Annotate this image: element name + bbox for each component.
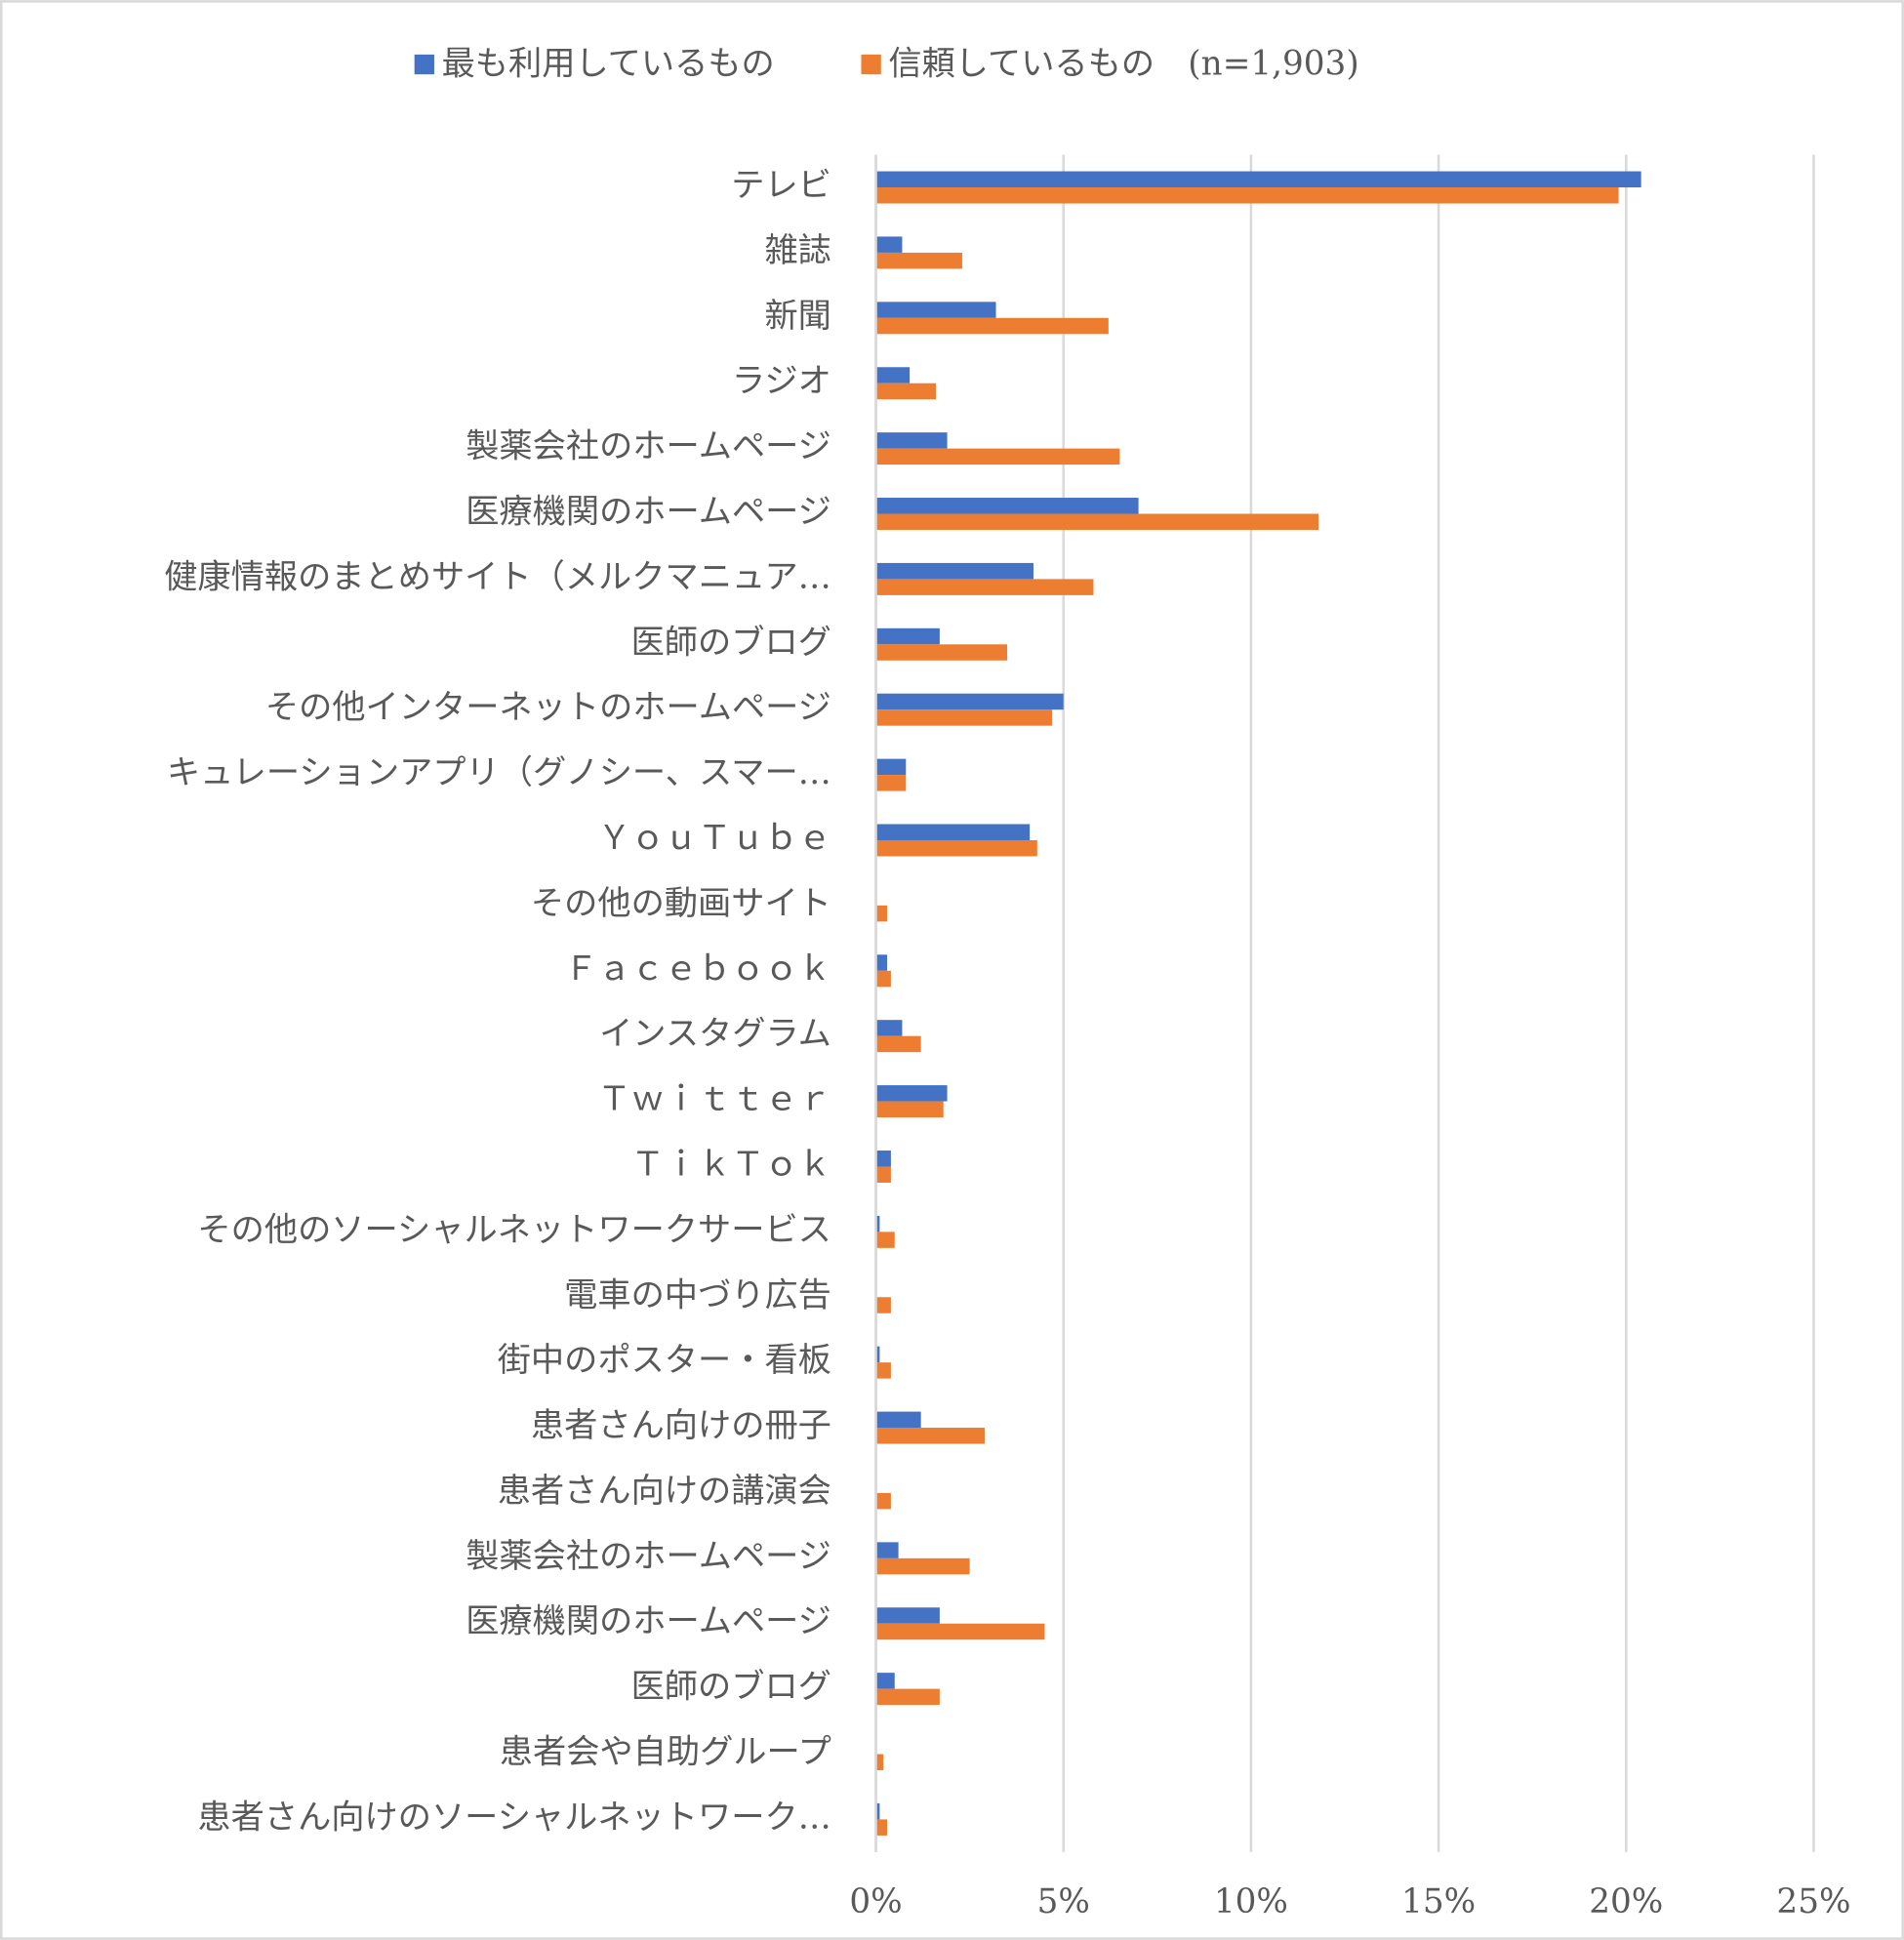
bar <box>875 1362 891 1379</box>
bar <box>875 1673 895 1689</box>
bar <box>875 448 1120 465</box>
legend-label: 最も利用しているもの <box>442 44 775 83</box>
bar <box>875 579 1094 595</box>
bar <box>875 383 937 400</box>
bar <box>875 302 996 318</box>
bar <box>875 1297 891 1314</box>
x-tick-label: 5% <box>1037 1882 1090 1921</box>
bar <box>875 693 1064 710</box>
y-tick-label: 患者さん向けの冊子 <box>531 1406 831 1445</box>
bar <box>875 1492 891 1510</box>
bar <box>875 970 891 988</box>
y-tick-label: 製薬会社のホームページ <box>466 427 831 466</box>
y-tick-label: その他のソーシャルネットワークサービス <box>197 1210 830 1249</box>
bar <box>875 709 1053 726</box>
bar <box>875 252 962 269</box>
y-tick-label: インスタグラム <box>599 1015 831 1054</box>
legend-label: 信頼しているもの (n=1,903) <box>888 44 1358 83</box>
x-tick-label: 25% <box>1776 1882 1850 1921</box>
bar <box>875 1688 940 1706</box>
x-tick-label: 0% <box>849 1882 902 1921</box>
bar <box>875 775 907 791</box>
bar <box>875 1215 880 1233</box>
bar <box>875 954 888 971</box>
bar <box>875 513 1319 530</box>
bar <box>875 1623 1045 1640</box>
y-tick-label: 新聞 <box>764 297 830 336</box>
y-tick-label: ラジオ <box>732 362 831 401</box>
y-tick-label: その他の動画サイト <box>531 884 831 923</box>
bar <box>875 1542 899 1558</box>
bar <box>875 1166 891 1183</box>
y-tick-label: 患者さん向けのソーシャルネットワーク… <box>197 1798 830 1837</box>
y-tick-label: テレビ <box>731 166 831 205</box>
y-tick-label: 患者さん向けの講演会 <box>498 1472 831 1511</box>
bar <box>875 905 888 922</box>
y-tick-label: 患者会や自助グループ <box>500 1733 831 1772</box>
y-tick-label: 医療機関のホームページ <box>466 493 831 532</box>
bar <box>875 1754 884 1771</box>
bar <box>875 1085 948 1102</box>
legend-swatch <box>861 54 881 75</box>
bar <box>875 498 1139 514</box>
bar <box>875 1232 895 1248</box>
y-tick-label: 街中のポスター・看板 <box>498 1341 831 1380</box>
bar <box>875 236 903 253</box>
bar <box>875 1557 970 1575</box>
bar <box>875 839 1037 857</box>
y-tick-label: ＹｏｕＴｕｂｅ <box>597 819 831 858</box>
bar <box>875 758 907 776</box>
bar <box>875 1819 888 1836</box>
x-tick-label: 15% <box>1401 1882 1476 1921</box>
x-tick-label: 20% <box>1589 1882 1663 1921</box>
x-tick-label: 10% <box>1214 1882 1288 1921</box>
y-tick-label: 医療機関のホームページ <box>466 1602 831 1641</box>
bar <box>875 562 1033 580</box>
y-tick-label: ＴｉｋＴｏｋ <box>631 1145 831 1184</box>
bar <box>875 171 1641 188</box>
y-tick-label: 健康情報のまとめサイト（メルクマニュア… <box>164 557 831 596</box>
bar <box>875 1802 880 1820</box>
bar <box>875 824 1031 840</box>
bar <box>875 1411 921 1429</box>
bar <box>875 1346 880 1363</box>
bar <box>875 187 1619 204</box>
y-tick-label: 電車の中づり広告 <box>564 1275 831 1314</box>
y-tick-label: 雑誌 <box>764 231 830 270</box>
bar <box>875 1035 921 1053</box>
bar <box>875 1428 986 1444</box>
y-tick-label: 製薬会社のホームページ <box>466 1537 831 1576</box>
bar <box>875 644 1008 661</box>
bar <box>875 1020 903 1036</box>
y-tick-label: Ｆａｃｅｂｏｏｋ <box>564 950 831 989</box>
y-tick-label: キュレーションアプリ（グノシー、スマー… <box>167 753 831 792</box>
bar <box>875 1101 944 1118</box>
bar <box>875 1150 891 1167</box>
bar <box>875 1607 940 1624</box>
bar <box>875 317 1109 335</box>
legend-swatch <box>414 54 434 75</box>
y-tick-label: その他インターネットのホームページ <box>265 688 831 727</box>
bar <box>875 627 940 645</box>
y-tick-label: Ｔｗｉｔｔｅｒ <box>597 1080 831 1119</box>
bar <box>875 432 948 449</box>
bar <box>875 367 911 384</box>
y-tick-label: 医師のブログ <box>631 1668 831 1707</box>
y-tick-label: 医師のブログ <box>631 623 831 662</box>
